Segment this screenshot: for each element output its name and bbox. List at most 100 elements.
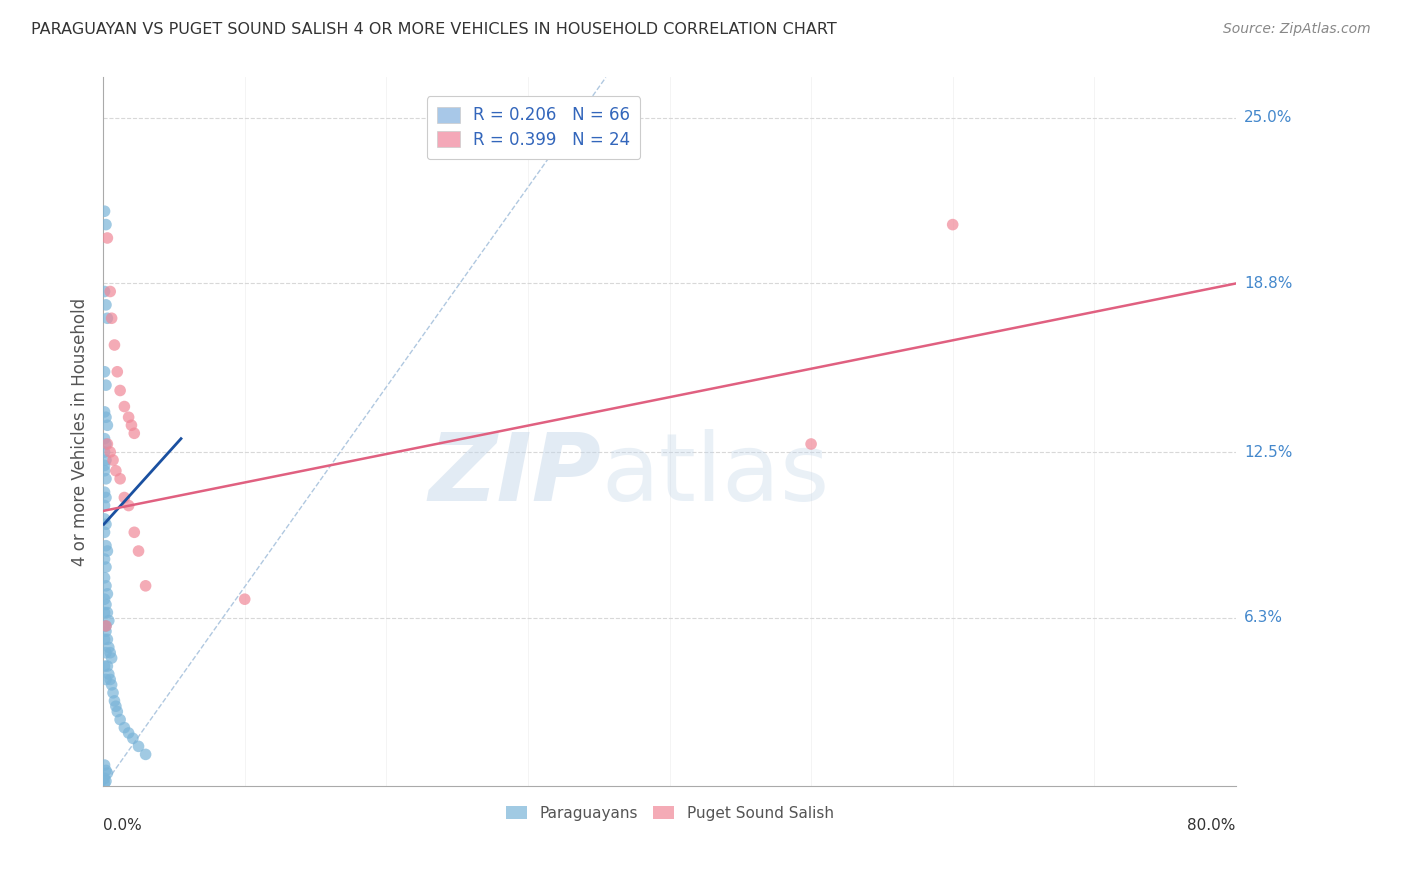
- Point: [105, 705, 128, 719]
- Point: [93, 464, 115, 478]
- Point: [103, 694, 125, 708]
- Text: atlas: atlas: [602, 428, 830, 521]
- Point: [94, 646, 117, 660]
- Point: [124, 426, 146, 441]
- Point: [94, 579, 117, 593]
- Point: [97, 667, 120, 681]
- Y-axis label: 4 or more Vehicles in Household: 4 or more Vehicles in Household: [72, 298, 89, 566]
- Text: 6.3%: 6.3%: [1244, 610, 1284, 625]
- Point: [93, 458, 115, 473]
- Point: [94, 437, 117, 451]
- Point: [121, 731, 143, 746]
- Point: [124, 525, 146, 540]
- Point: [94, 378, 117, 392]
- Point: [94, 619, 117, 633]
- Point: [94, 410, 117, 425]
- Point: [93, 632, 115, 647]
- Point: [96, 544, 118, 558]
- Point: [100, 678, 122, 692]
- Text: ZIP: ZIP: [429, 428, 602, 521]
- Point: [93, 204, 115, 219]
- Point: [94, 298, 117, 312]
- Point: [93, 445, 115, 459]
- Point: [94, 673, 117, 687]
- Point: [108, 384, 131, 398]
- Text: Source: ZipAtlas.com: Source: ZipAtlas.com: [1223, 22, 1371, 37]
- Text: 0.0%: 0.0%: [103, 818, 142, 833]
- Point: [128, 739, 150, 754]
- Text: 80.0%: 80.0%: [1188, 818, 1236, 833]
- Point: [94, 624, 117, 639]
- Point: [800, 437, 823, 451]
- Point: [93, 525, 115, 540]
- Point: [94, 218, 117, 232]
- Point: [117, 410, 139, 425]
- Point: [93, 772, 115, 786]
- Point: [98, 673, 121, 687]
- Point: [94, 774, 117, 789]
- Point: [96, 587, 118, 601]
- Point: [94, 764, 117, 778]
- Point: [135, 747, 157, 762]
- Point: [93, 619, 115, 633]
- Point: [97, 614, 120, 628]
- Point: [93, 659, 115, 673]
- Point: [96, 418, 118, 433]
- Point: [93, 571, 115, 585]
- Point: [94, 619, 117, 633]
- Point: [104, 699, 127, 714]
- Point: [97, 640, 120, 655]
- Point: [93, 777, 115, 791]
- Point: [93, 432, 115, 446]
- Point: [96, 311, 118, 326]
- Point: [108, 472, 131, 486]
- Point: [94, 539, 117, 553]
- Point: [108, 713, 131, 727]
- Point: [120, 418, 142, 433]
- Text: PARAGUAYAN VS PUGET SOUND SALISH 4 OR MORE VEHICLES IN HOUSEHOLD CORRELATION CHA: PARAGUAYAN VS PUGET SOUND SALISH 4 OR MO…: [31, 22, 837, 37]
- Point: [96, 606, 118, 620]
- Point: [93, 552, 115, 566]
- Point: [94, 453, 117, 467]
- Point: [94, 560, 117, 574]
- Point: [100, 311, 122, 326]
- Point: [942, 218, 965, 232]
- Point: [96, 659, 118, 673]
- Point: [94, 598, 117, 612]
- Point: [93, 365, 115, 379]
- Point: [94, 491, 117, 505]
- Point: [233, 592, 256, 607]
- Point: [93, 405, 115, 419]
- Point: [94, 517, 117, 532]
- Point: [112, 721, 135, 735]
- Point: [104, 464, 127, 478]
- Point: [93, 758, 115, 772]
- Point: [93, 499, 115, 513]
- Point: [112, 400, 135, 414]
- Point: [100, 651, 122, 665]
- Legend: Paraguayans, Puget Sound Salish: Paraguayans, Puget Sound Salish: [498, 798, 841, 829]
- Point: [105, 365, 128, 379]
- Text: 12.5%: 12.5%: [1244, 444, 1292, 459]
- Point: [93, 485, 115, 500]
- Point: [98, 646, 121, 660]
- Text: 18.8%: 18.8%: [1244, 276, 1292, 291]
- Point: [96, 231, 118, 245]
- Point: [93, 512, 115, 526]
- Point: [93, 606, 115, 620]
- Point: [101, 686, 124, 700]
- Point: [93, 285, 115, 299]
- Point: [93, 592, 115, 607]
- Point: [96, 766, 118, 780]
- Point: [103, 338, 125, 352]
- Point: [94, 472, 117, 486]
- Point: [135, 579, 157, 593]
- Point: [98, 445, 121, 459]
- Point: [96, 632, 118, 647]
- Point: [98, 285, 121, 299]
- Point: [96, 437, 118, 451]
- Point: [117, 499, 139, 513]
- Point: [101, 453, 124, 467]
- Point: [117, 726, 139, 740]
- Text: 25.0%: 25.0%: [1244, 110, 1292, 125]
